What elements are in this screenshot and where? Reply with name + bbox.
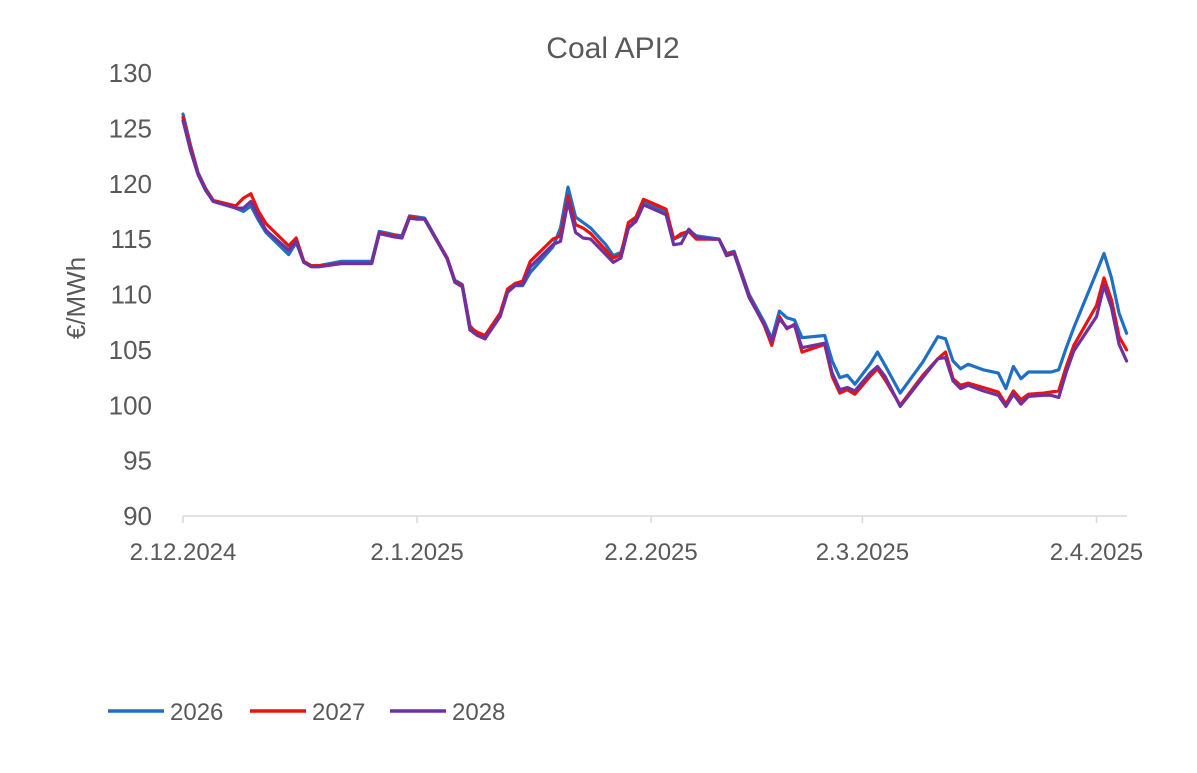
y-tick-label: 110 [111, 280, 152, 310]
x-tick-label: 2.3.2025 [816, 539, 909, 566]
y-tick-label: 105 [109, 335, 152, 365]
y-tick-label: 90 [123, 501, 152, 531]
y-tick-label: 125 [109, 113, 152, 143]
legend-label-2027: 2027 [312, 699, 365, 726]
legend: 2026 2027 2028 [108, 699, 505, 726]
y-tick-label: 115 [111, 224, 152, 254]
x-axis-ticks: 2.12.2024 2.1.2025 2.2.2025 2.3.2025 2.4.202… [130, 516, 1143, 566]
x-tick-label: 2.2.2025 [604, 539, 697, 566]
series-line-2026 [181, 112, 1129, 395]
legend-label-2028: 2028 [452, 699, 505, 726]
y-tick-label: 95 [123, 446, 152, 476]
x-tick-label: 2.4.2025 [1050, 539, 1143, 566]
chart-title: Coal API2 [546, 32, 679, 65]
y-tick-label: 130 [109, 58, 152, 88]
y-axis-label: €/MWh [61, 257, 91, 339]
x-tick-label: 2.12.2024 [130, 539, 237, 566]
series-line-2027 [181, 115, 1129, 407]
y-tick-label: 120 [109, 169, 152, 199]
series-lines [181, 112, 1129, 408]
x-tick-label: 2.1.2025 [370, 539, 463, 566]
legend-label-2026: 2026 [170, 699, 223, 726]
y-axis-ticks: 90 95 100 105 110 115 120 125 130 [109, 58, 152, 531]
series-line-2028 [181, 119, 1129, 408]
y-tick-label: 100 [109, 390, 152, 420]
